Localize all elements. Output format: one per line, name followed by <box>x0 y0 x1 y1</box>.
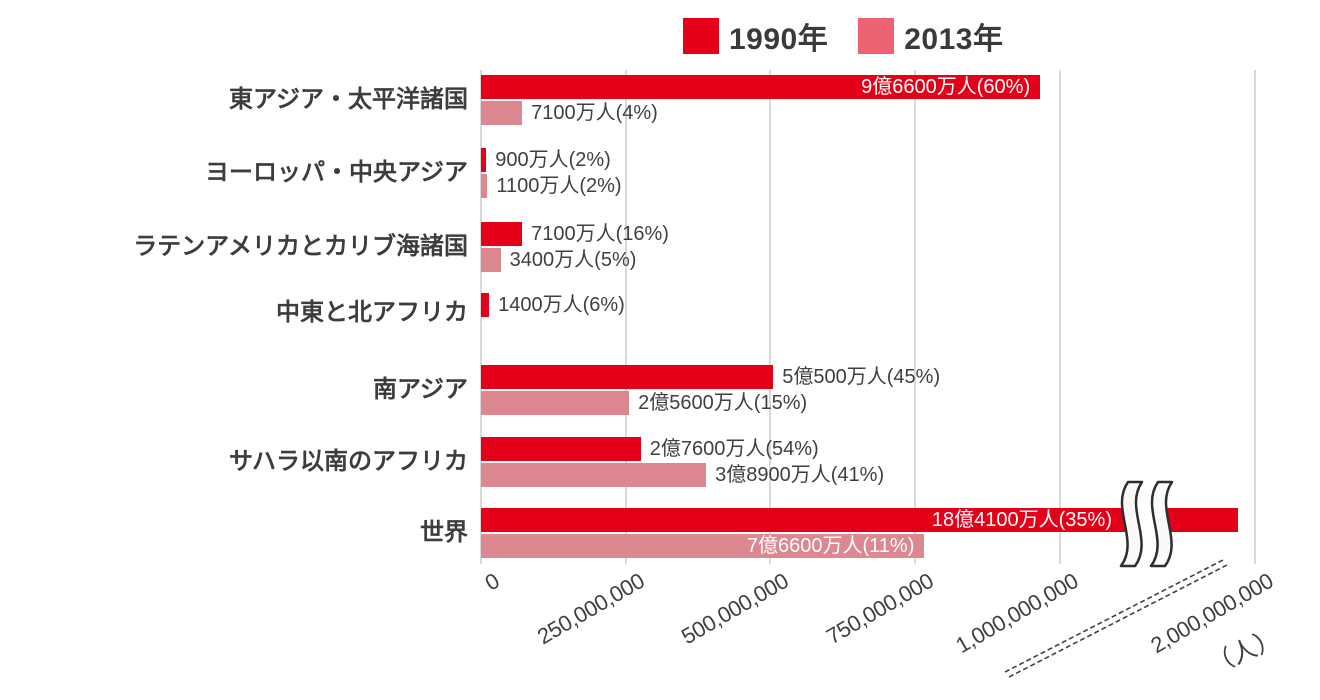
x-tick-1000m: 1,000,000,000 <box>951 568 1083 659</box>
bar-2013 <box>481 248 501 272</box>
row-middle-east-north-africa: 中東と北アフリカ 1400万人(6%) <box>0 293 1320 345</box>
bar-2013 <box>481 391 630 415</box>
bar-2013 <box>481 101 523 125</box>
row-sub-saharan-africa: サハラ以南のアフリカ 2億7600万人(54%) 3億8900万人(41%) <box>0 437 1320 489</box>
category-label: 世界 <box>420 519 468 546</box>
category-label: 東アジア・太平洋諸国 <box>228 86 468 113</box>
x-tick-0: 0 <box>480 568 504 596</box>
bar-2013 <box>481 534 925 558</box>
x-tick-750m: 750,000,000 <box>821 568 938 650</box>
bar-value-label-2013: 1100万人(2%) <box>496 175 622 197</box>
gridline-1000m <box>1059 70 1061 564</box>
bar-2013 <box>481 174 488 198</box>
legend-swatch-1990-icon <box>683 18 719 54</box>
category-label: ヨーロッパ・中央アジア <box>204 159 468 186</box>
bar-value-label-1990: 7100万人(16%) <box>531 223 669 245</box>
bar-value-label-2013: 3400万人(5%) <box>509 249 637 271</box>
bar-1990 <box>481 293 490 317</box>
bar-2013 <box>481 463 707 487</box>
category-label: 中東と北アフリカ <box>276 299 468 326</box>
gridline-0 <box>480 70 482 564</box>
gridline-500m <box>769 70 771 564</box>
x-axis-unit-label: （人） <box>1204 623 1285 680</box>
row-world: 世界 18億4100万人(35%) 7億6600万人(11%) <box>0 508 1320 560</box>
legend: 1990年 2013年 <box>683 14 1004 58</box>
legend-label-2013: 2013年 <box>904 23 1004 56</box>
gridline-2000m <box>1254 70 1256 564</box>
category-label: ラテンアメリカとカリブ海諸国 <box>133 233 468 260</box>
legend-label-1990: 1990年 <box>729 23 829 56</box>
row-east-asia-pacific: 東アジア・太平洋諸国 9億6600万人(60%) 7100万人(4%) <box>0 75 1320 127</box>
bar-1990 <box>481 75 1041 99</box>
bar-value-label-1990: 900万人(2%) <box>495 149 611 171</box>
bar-value-label-2013: 7100万人(4%) <box>531 102 658 124</box>
x-tick-250m: 250,000,000 <box>532 568 649 650</box>
bar-value-label-1990: 5億500万人(45%) <box>782 366 941 388</box>
bar-value-label-1990: 2億7600万人(54%) <box>649 438 819 460</box>
bar-1990 <box>481 148 487 172</box>
legend-item-2013: 2013年 <box>858 14 1003 58</box>
bar-value-label-2013: 3億8900万人(41%) <box>715 464 885 486</box>
bar-value-label-2013: 2億5600万人(15%) <box>638 392 808 414</box>
bar-1990 <box>481 437 641 461</box>
category-label: 南アジア <box>372 376 468 403</box>
bar-value-label-1990: 1400万人(6%) <box>498 294 625 316</box>
bar-value-label-2013: 7億6600万人(11%) <box>746 535 915 557</box>
gridline-750m <box>914 70 916 564</box>
bar-1990 <box>481 365 774 389</box>
bar-value-label-1990: 18億4100万人(35%) <box>931 509 1112 531</box>
x-tick-500m: 500,000,000 <box>676 568 793 650</box>
gridline-250m <box>625 70 627 564</box>
legend-swatch-2013-icon <box>858 18 895 54</box>
category-label: サハラ以南のアフリカ <box>228 448 468 475</box>
bar-value-label-1990: 9億6600万人(60%) <box>861 76 1031 98</box>
row-europe-central-asia: ヨーロッパ・中央アジア 900万人(2%) 1100万人(2%) <box>0 148 1320 200</box>
legend-item-1990: 1990年 <box>683 14 828 58</box>
row-south-asia: 南アジア 5億500万人(45%) 2億5600万人(15%) <box>0 365 1320 417</box>
bar-1990 <box>481 508 1238 532</box>
row-latin-america-caribbean: ラテンアメリカとカリブ海諸国 7100万人(16%) 3400万人(5%) <box>0 222 1320 274</box>
bar-1990 <box>481 222 523 246</box>
